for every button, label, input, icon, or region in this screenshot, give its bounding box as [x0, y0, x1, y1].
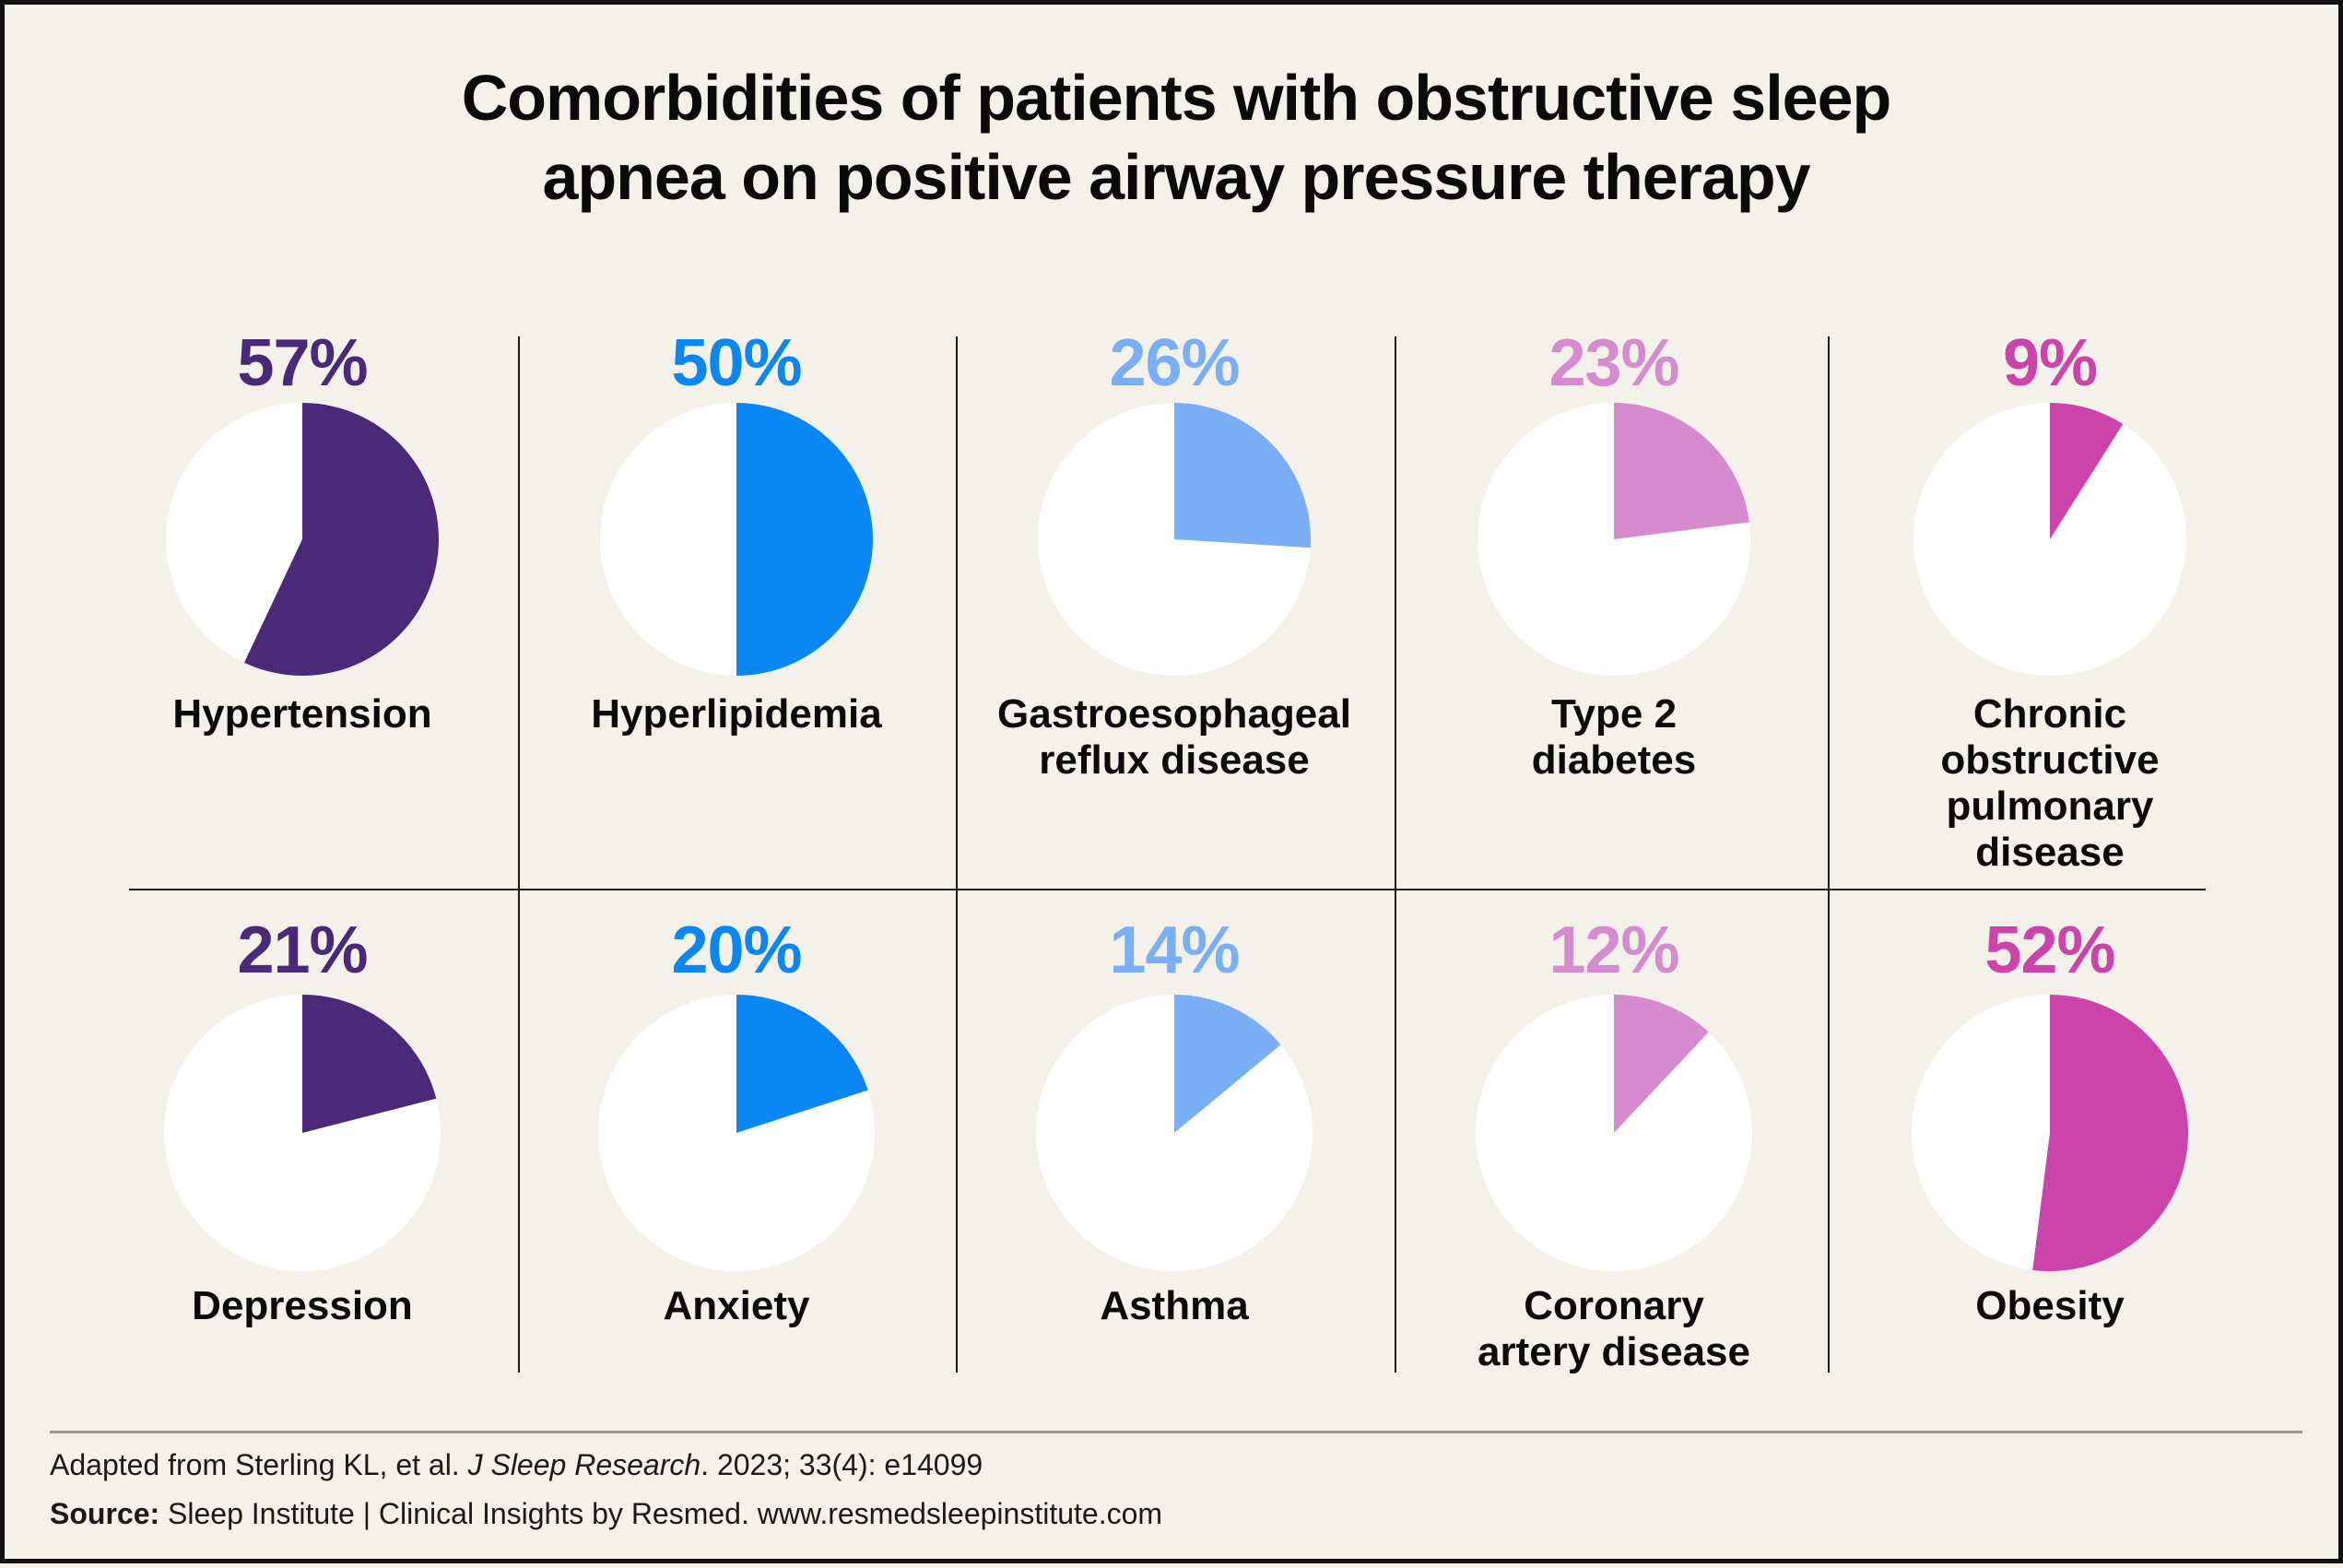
- value-label: 21%: [237, 914, 368, 987]
- pie-remainder: [1912, 995, 2188, 1271]
- category-label: Chronic obstructive pulmonary disease: [1940, 691, 2160, 875]
- source-label: Source:: [50, 1497, 160, 1530]
- pie-chart: [1476, 995, 1752, 1271]
- footer-divider: [50, 1431, 2302, 1433]
- pie-slice: [736, 995, 868, 1133]
- category-label: Coronary artery disease: [1478, 1283, 1750, 1374]
- value-label: 50%: [671, 326, 802, 400]
- pie-slice: [1614, 403, 1749, 539]
- pie-remainder: [1913, 403, 2186, 676]
- divider-vertical: [1395, 336, 1396, 1373]
- pie-chart: [1038, 403, 1312, 676]
- pie-remainder: [1038, 403, 1311, 676]
- pie-chart: [600, 403, 873, 676]
- citation: Adapted from Sterling KL, et al. J Sleep…: [50, 1446, 983, 1483]
- pie-slice: [1174, 995, 1281, 1133]
- pie-chart: [598, 995, 875, 1271]
- pie-slice: [2032, 995, 2188, 1271]
- citation-journal: J Sleep Research: [467, 1448, 701, 1481]
- divider-horizontal: [129, 889, 2206, 890]
- pie-slice: [1174, 403, 1312, 548]
- divider-vertical: [956, 336, 958, 1373]
- pie-slice: [243, 403, 439, 676]
- chart-title: Comorbidities of patients with obstructi…: [5, 58, 2343, 217]
- source-line: Source: Sleep Institute | Clinical Insig…: [50, 1495, 1162, 1532]
- title-line-2: apnea on positive airway pressure therap…: [542, 141, 1810, 213]
- pie-slice: [302, 995, 437, 1133]
- category-label: Hypertension: [172, 691, 432, 737]
- source-text: Sleep Institute | Clinical Insights by R…: [159, 1497, 1163, 1530]
- pie-chart: [164, 995, 441, 1271]
- category-label: Asthma: [1100, 1283, 1249, 1328]
- pie-slice: [2050, 403, 2124, 539]
- pie-chart: [1913, 403, 2186, 676]
- value-label: 14%: [1109, 914, 1240, 987]
- pie-remainder: [1478, 403, 1750, 676]
- divider-vertical: [518, 336, 520, 1373]
- pie-chart: [1478, 403, 1750, 676]
- category-label: Obesity: [1975, 1283, 2125, 1328]
- divider-vertical: [1828, 336, 1830, 1373]
- value-label: 12%: [1548, 914, 1679, 987]
- value-label: 20%: [671, 914, 802, 987]
- citation-suffix: . 2023; 33(4): e14099: [701, 1448, 983, 1481]
- value-label: 26%: [1109, 326, 1240, 400]
- category-label: Depression: [192, 1283, 413, 1328]
- title-line-1: Comorbidities of patients with obstructi…: [461, 62, 1892, 134]
- pie-chart: [1912, 995, 2188, 1271]
- pie-remainder: [164, 995, 441, 1271]
- pie-remainder: [1476, 995, 1752, 1271]
- pie-remainder: [598, 995, 875, 1271]
- category-label: Gastroesophageal reflux disease: [997, 691, 1351, 783]
- pie-remainder: [166, 403, 439, 676]
- pie-slice: [1614, 995, 1709, 1133]
- citation-prefix: Adapted from Sterling KL, et al.: [50, 1448, 468, 1481]
- pie-chart: [1036, 995, 1313, 1271]
- category-label: Type 2 diabetes: [1531, 691, 1697, 783]
- pie-chart: [166, 403, 439, 676]
- pie-remainder: [1036, 995, 1313, 1271]
- pie-slice: [736, 403, 873, 676]
- pie-remainder: [600, 403, 873, 676]
- value-label: 52%: [1984, 914, 2115, 987]
- value-label: 57%: [237, 326, 368, 400]
- value-label: 23%: [1548, 326, 1679, 400]
- category-label: Hyperlipidemia: [591, 691, 882, 737]
- value-label: 9%: [2002, 326, 2098, 400]
- category-label: Anxiety: [663, 1283, 810, 1328]
